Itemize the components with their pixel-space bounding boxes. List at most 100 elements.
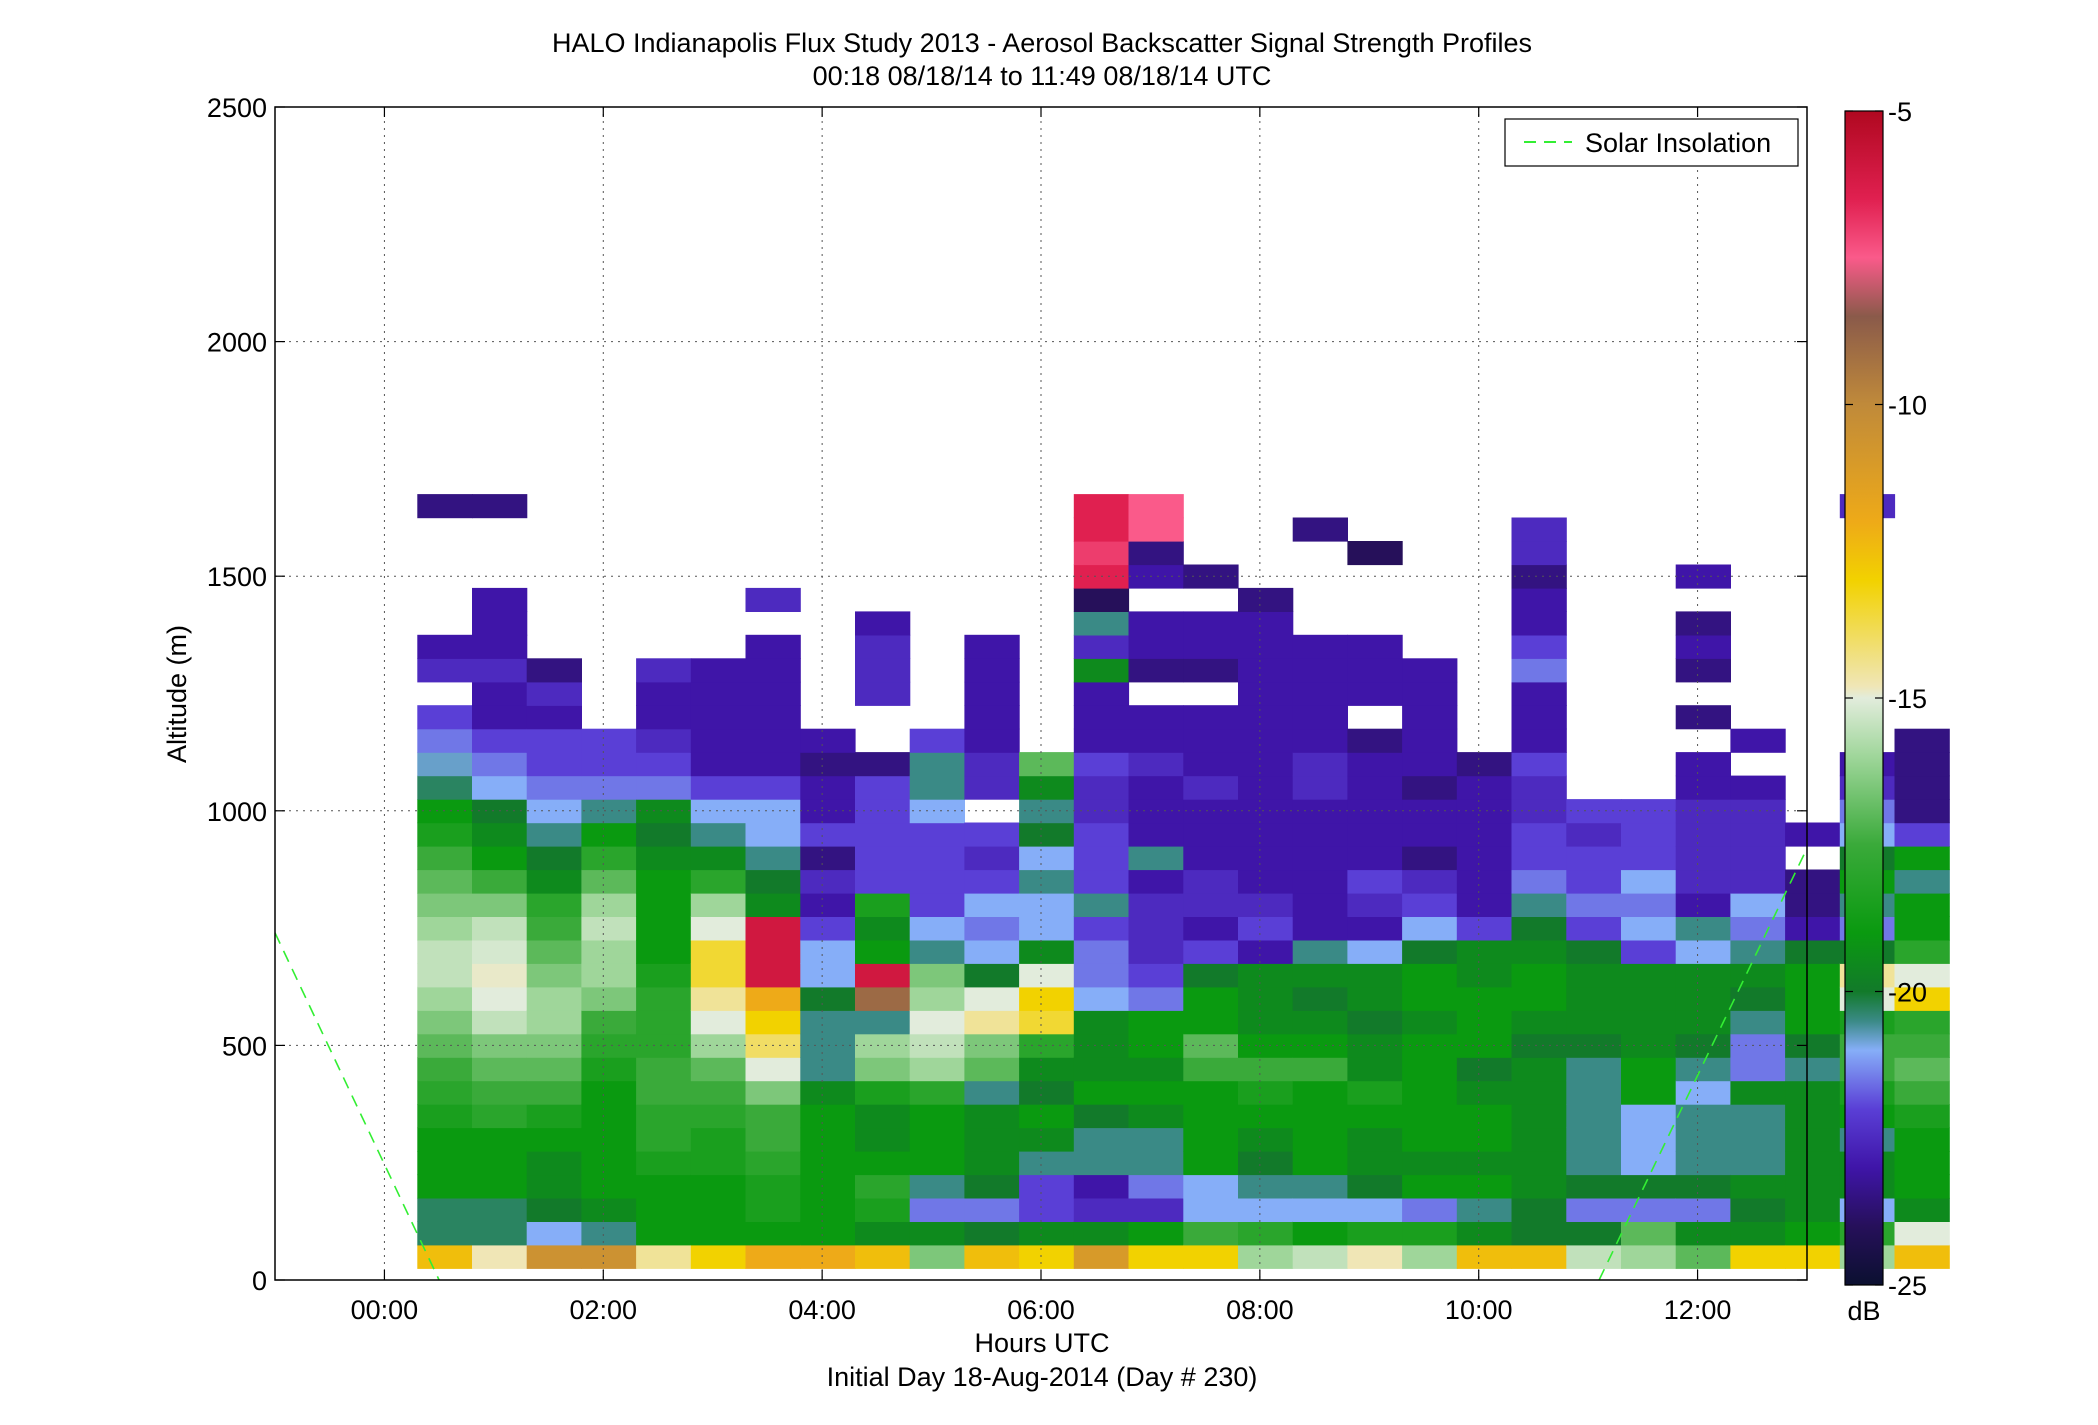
heatmap-cell [1402, 963, 1458, 988]
heatmap-cell [526, 939, 582, 964]
heatmap-cell [1730, 986, 1786, 1011]
heatmap-cell [472, 1080, 528, 1105]
heatmap-cell [1292, 705, 1348, 730]
heatmap-cell [1621, 846, 1677, 871]
heatmap-cell [690, 916, 747, 941]
heatmap-cell [1402, 1033, 1458, 1058]
heatmap-cell [1183, 939, 1239, 964]
heatmap-cell [417, 892, 473, 917]
heatmap-cell [526, 846, 582, 871]
heatmap-cell [1347, 1174, 1403, 1199]
heatmap-cell [1402, 846, 1458, 871]
y-tick-label: 500 [222, 1031, 267, 1061]
heatmap-cell [1238, 822, 1294, 847]
heatmap-cell [1347, 869, 1403, 894]
y-tick-label: 1500 [207, 562, 267, 592]
heatmap-cell [800, 1080, 856, 1105]
heatmap-cell [581, 1197, 637, 1222]
heatmap-cell [1730, 869, 1786, 894]
colorbar-tick-label: -20 [1888, 978, 1927, 1008]
heatmap-cell [1128, 822, 1184, 847]
heatmap-cell [1456, 775, 1513, 800]
heatmap-cell [1128, 869, 1184, 894]
heatmap-cell [1402, 939, 1458, 964]
heatmap-cell [1128, 728, 1184, 753]
heatmap-cell [745, 1151, 801, 1176]
heatmap-cell [800, 846, 856, 871]
heatmap-cell [1238, 681, 1294, 706]
chart-title: HALO Indianapolis Flux Study 2013 - Aero… [552, 28, 1532, 58]
heatmap-cell [1511, 1174, 1567, 1199]
heatmap-cell [909, 1010, 965, 1035]
heatmap-cell [526, 1104, 582, 1129]
heatmap-cell [1566, 916, 1622, 941]
heatmap-cell [1073, 1174, 1130, 1199]
heatmap-cell [636, 822, 692, 847]
heatmap-cell [526, 1151, 582, 1176]
heatmap-cell [1730, 728, 1786, 753]
heatmap-cell [1621, 986, 1677, 1011]
heatmap-cell [1347, 916, 1403, 941]
heatmap-cell [581, 1010, 637, 1035]
heatmap-cell [690, 986, 747, 1011]
heatmap-cell [1183, 986, 1239, 1011]
heatmap-cell [1894, 892, 1950, 917]
heatmap-cell [1456, 939, 1513, 964]
heatmap-cell [581, 1080, 637, 1105]
heatmap-cell [1183, 1104, 1239, 1129]
heatmap-cell [745, 822, 801, 847]
x-tick-label: 02:00 [569, 1295, 637, 1325]
heatmap-cell [855, 611, 911, 636]
heatmap-cell [1894, 799, 1950, 824]
heatmap-cell [1402, 1151, 1458, 1176]
heatmap-cell [1511, 916, 1567, 941]
heatmap-cell [1073, 728, 1130, 753]
heatmap-cell [1675, 916, 1731, 941]
heatmap-cell [1238, 869, 1294, 894]
heatmap-cell [1292, 822, 1348, 847]
heatmap-cell [1511, 564, 1567, 589]
heatmap-cell [1621, 1127, 1677, 1152]
heatmap-cell [636, 1151, 692, 1176]
heatmap-cell [581, 1057, 637, 1082]
heatmap-cell [581, 986, 637, 1011]
heatmap-cell [1128, 1174, 1184, 1199]
heatmap-cell [1456, 892, 1513, 917]
heatmap-cell [1456, 1127, 1513, 1152]
heatmap-cell [1347, 1221, 1403, 1246]
heatmap-cell [690, 1174, 747, 1199]
heatmap-cell [417, 634, 473, 659]
heatmap-cell [1128, 963, 1184, 988]
y-tick-label: 2500 [207, 93, 267, 123]
heatmap-cell [1292, 681, 1348, 706]
heatmap-cell [1621, 1244, 1677, 1269]
heatmap-cell [1019, 1151, 1075, 1176]
heatmap-cell [581, 1174, 637, 1199]
heatmap-cell [472, 1151, 528, 1176]
heatmap-cell [472, 963, 528, 988]
heatmap-cell [800, 963, 856, 988]
heatmap-cell [1128, 892, 1184, 917]
heatmap-cell [800, 752, 856, 777]
heatmap-cell [800, 1104, 856, 1129]
heatmap-cell [472, 1174, 528, 1199]
heatmap-cell [964, 1010, 1020, 1035]
heatmap-cell [417, 1221, 473, 1246]
heatmap-cell [1238, 1010, 1294, 1035]
heatmap-cell [1238, 1151, 1294, 1176]
heatmap-cell [909, 1127, 965, 1152]
heatmap-cell [1675, 752, 1731, 777]
heatmap-cell [1785, 1104, 1841, 1129]
heatmap-cell [745, 916, 801, 941]
heatmap-cell [909, 939, 965, 964]
heatmap-cell [472, 587, 528, 612]
heatmap-cell [1292, 963, 1348, 988]
heatmap-cell [1128, 1080, 1184, 1105]
heatmap-cell [1347, 658, 1403, 683]
heatmap-cell [1456, 1057, 1513, 1082]
heatmap-cell [690, 963, 747, 988]
heatmap-cell [690, 752, 747, 777]
heatmap-cell [690, 892, 747, 917]
heatmap-cell [1511, 1104, 1567, 1129]
heatmap-cell [1292, 869, 1348, 894]
